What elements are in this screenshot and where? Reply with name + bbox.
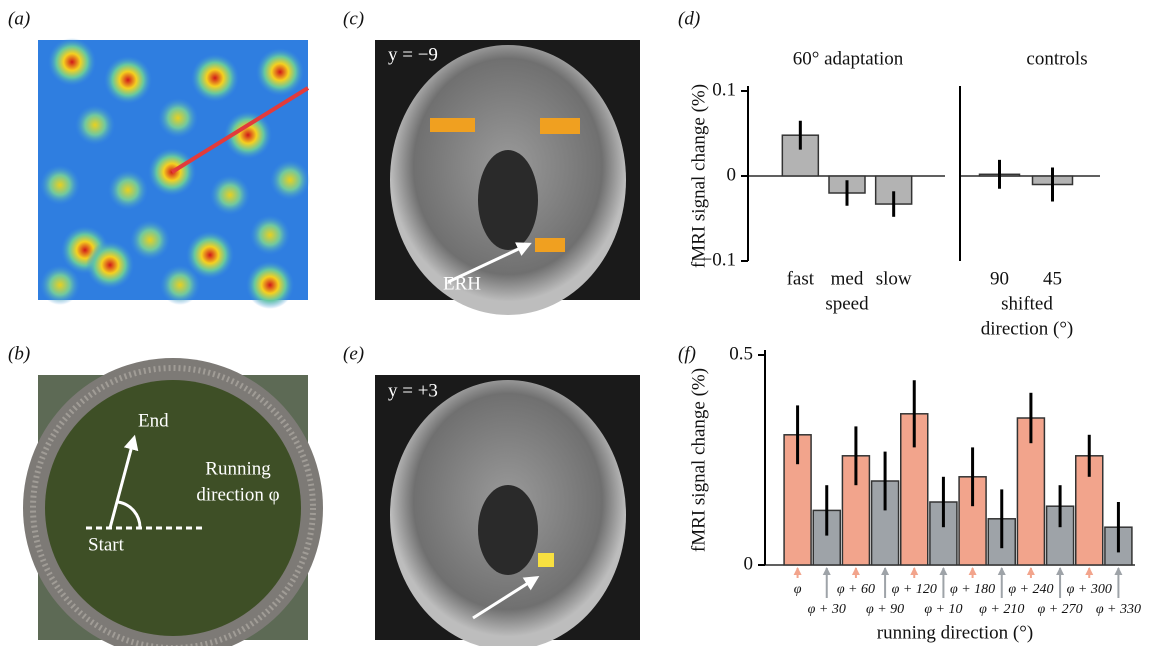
heat-blob [224, 111, 272, 159]
heat-blob [270, 160, 310, 200]
arrow-head [1085, 567, 1094, 575]
heat-blob [186, 231, 234, 279]
y-tick-label: −0.1 [702, 249, 736, 270]
image-text: ERH [443, 273, 481, 294]
heat-blob [48, 38, 96, 86]
x-tick-label: φ + 330 [1096, 602, 1141, 617]
arrow-head [1114, 567, 1123, 575]
arrow-head [1026, 567, 1035, 575]
panel-label: (c) [343, 8, 364, 29]
heat-blob [86, 241, 134, 289]
heat-blob [160, 265, 200, 305]
charts: 0.1 0 −0.1 60° adaptation fMRI signal change… [688, 48, 1141, 643]
y-tick-label: 0.5 [729, 343, 753, 364]
panel-labels: (a) (b) (c) (e) (d) (f) [8, 8, 700, 364]
x-tick-label: φ [794, 582, 802, 597]
image-text: End [138, 410, 169, 431]
y-tick-label: 0 [744, 553, 754, 574]
x-tick-label: med [831, 268, 864, 289]
x-axis-label: running direction (°) [877, 622, 1033, 643]
image-text: Running [205, 458, 271, 479]
x-tick-label: φ + 240 [1008, 582, 1053, 597]
panel-label: (f) [678, 343, 696, 364]
x-tick-label: φ + 210 [979, 602, 1024, 617]
x-axis-label: direction (°) [981, 318, 1074, 339]
x-axis-label: shifted [1001, 293, 1053, 314]
y-axis-label: fMRI signal change (%) [688, 84, 709, 268]
panel-label: (b) [8, 343, 30, 364]
heat-blob [130, 220, 170, 260]
heat-blob [40, 165, 80, 205]
panel-label: (e) [343, 343, 364, 364]
x-tick-label: fast [787, 268, 815, 289]
chart-title: controls [1026, 48, 1087, 69]
y-tick-label: 0.1 [712, 79, 736, 100]
arrow-head [997, 567, 1006, 575]
arrow-head [793, 567, 802, 575]
heat-blob [75, 105, 115, 145]
arena-photo: End Running direction φ Start [23, 358, 323, 646]
x-axis-label: speed [825, 293, 869, 314]
mri-slice: y = +3 [375, 375, 640, 646]
x-tick-label: φ + 180 [950, 582, 995, 597]
image-text: direction φ [196, 484, 279, 505]
x-tick-label: φ + 60 [837, 582, 875, 597]
x-tick-label: 90 [990, 268, 1009, 289]
image-text: Start [88, 534, 125, 555]
image-text: y = +3 [388, 380, 438, 401]
y-axis-label: fMRI signal change (%) [688, 368, 709, 552]
arrow-head [1056, 567, 1065, 575]
heat-blob [40, 265, 80, 305]
bar [958, 476, 987, 566]
chart-title: 60° adaptation [793, 48, 904, 69]
x-tick-label: φ + 90 [866, 602, 904, 617]
x-tick-label: φ + 300 [1067, 582, 1112, 597]
grid-cell-map [38, 38, 310, 309]
y-tick-label: 0 [727, 164, 737, 185]
arrow-head [851, 567, 860, 575]
arrow-head [939, 567, 948, 575]
arrow-head [968, 567, 977, 575]
x-tick-label: φ + 270 [1037, 602, 1082, 617]
mri-slice: y = −9 ERH [375, 40, 640, 315]
heat-blob [108, 170, 148, 210]
heat-blob [210, 175, 250, 215]
heat-blob [246, 261, 294, 309]
heat-blob [158, 98, 198, 138]
heat-blob [104, 56, 152, 104]
panel-label: (d) [678, 8, 700, 29]
image-text: y = −9 [388, 44, 438, 65]
x-tick-label: φ + 120 [892, 582, 937, 597]
arrow-head [822, 567, 831, 575]
heat-blob [250, 215, 290, 255]
heat-blob [256, 48, 304, 96]
x-tick-label: slow [876, 268, 912, 289]
x-tick-label: φ + 30 [808, 602, 846, 617]
x-tick-label: 45 [1043, 268, 1062, 289]
x-tick-label: φ + 10 [924, 602, 962, 617]
heat-blob [191, 54, 239, 102]
panel-label: (a) [8, 8, 30, 29]
arrow-head [910, 567, 919, 575]
arrow-head [881, 567, 890, 575]
